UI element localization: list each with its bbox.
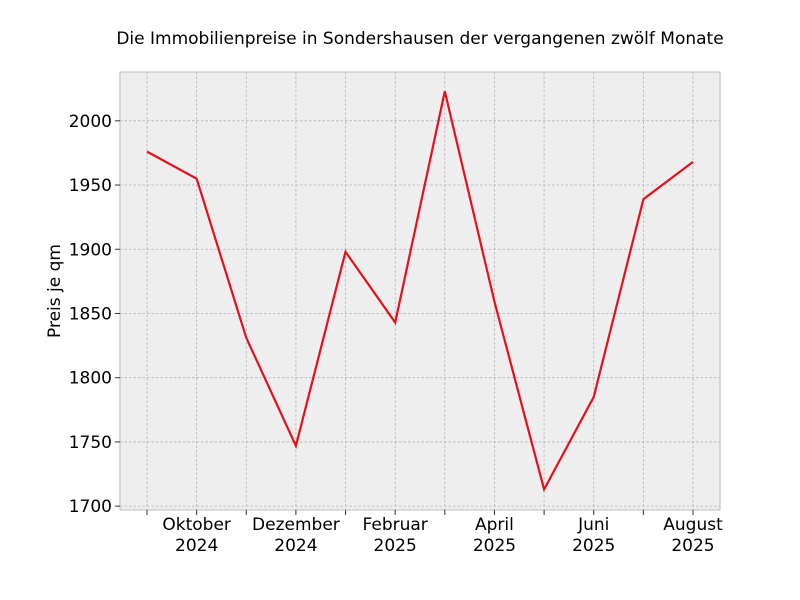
y-axis-ticks: 1700 1750 1800 1850 1900 1950 2000 bbox=[69, 112, 120, 517]
x-axis-ticks: Oktober2024Dezember2024Februar2025April2… bbox=[146, 510, 723, 556]
y-tick-label: 1700 bbox=[69, 497, 112, 517]
series-group bbox=[146, 91, 694, 493]
y-tick-label: 1950 bbox=[69, 176, 112, 196]
x-tick-label: Oktober bbox=[162, 515, 231, 535]
x-tick-label: 2025 bbox=[473, 536, 516, 556]
x-tick-label: 2025 bbox=[374, 536, 417, 556]
x-tick-label: 2024 bbox=[274, 536, 317, 556]
y-tick-label: 1750 bbox=[69, 433, 112, 453]
plot-area bbox=[119, 71, 721, 511]
chart-title: Die Immobilienpreise in Sondershausen de… bbox=[116, 29, 723, 49]
vertical-gridlines bbox=[146, 72, 694, 510]
x-tick-label: April bbox=[475, 515, 514, 535]
x-tick-label: 2024 bbox=[175, 536, 218, 556]
y-tick-label: 1800 bbox=[69, 369, 112, 389]
x-tick-label: August bbox=[663, 515, 723, 535]
x-tick-label: Juni bbox=[577, 515, 609, 535]
x-tick-label: Dezember bbox=[252, 515, 340, 535]
y-tick-label: 1850 bbox=[69, 304, 112, 324]
y-tick-label: 1900 bbox=[69, 240, 112, 260]
series-line bbox=[146, 91, 694, 493]
x-tick-label: 2025 bbox=[572, 536, 615, 556]
x-tick-label: 2025 bbox=[671, 536, 714, 556]
horizontal-gridlines bbox=[120, 120, 720, 507]
y-tick-label: 2000 bbox=[69, 112, 112, 132]
x-tick-label: Februar bbox=[363, 515, 428, 535]
y-axis-label: Preis je qm bbox=[45, 244, 65, 338]
